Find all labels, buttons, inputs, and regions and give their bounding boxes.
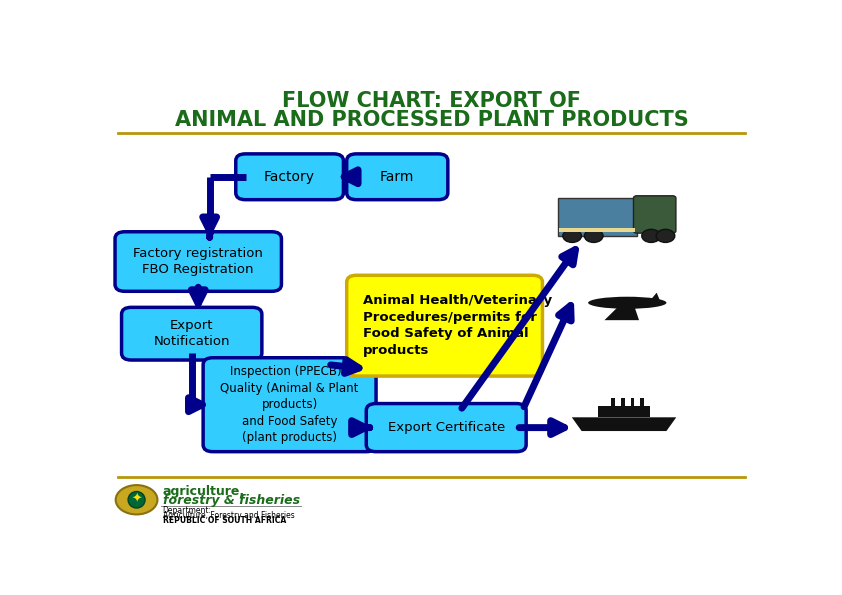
FancyBboxPatch shape bbox=[115, 231, 281, 292]
FancyBboxPatch shape bbox=[236, 154, 344, 200]
Text: Animal Health/Veterinary
Procedures/permits for
Food Safety of Animal
products: Animal Health/Veterinary Procedures/perm… bbox=[363, 295, 552, 357]
Circle shape bbox=[656, 229, 674, 242]
Polygon shape bbox=[605, 301, 639, 320]
Bar bbox=[611, 397, 615, 406]
Text: REPUBLIC OF SOUTH AFRICA: REPUBLIC OF SOUTH AFRICA bbox=[163, 516, 286, 525]
Text: Inspection (PPECB) -
Quality (Animal & Plant
products)
and Food Safety
(plant pr: Inspection (PPECB) - Quality (Animal & P… bbox=[221, 365, 359, 444]
Bar bbox=[598, 406, 650, 417]
Bar bbox=[631, 397, 635, 406]
Ellipse shape bbox=[128, 491, 145, 508]
Text: Export
Notification: Export Notification bbox=[153, 319, 230, 349]
Polygon shape bbox=[572, 417, 676, 431]
Text: Export Certificate: Export Certificate bbox=[387, 421, 505, 434]
Circle shape bbox=[642, 229, 660, 242]
FancyBboxPatch shape bbox=[366, 403, 526, 452]
FancyBboxPatch shape bbox=[557, 198, 637, 236]
Text: ANIMAL AND PROCESSED PLANT PRODUCTS: ANIMAL AND PROCESSED PLANT PRODUCTS bbox=[174, 109, 689, 130]
FancyBboxPatch shape bbox=[633, 196, 676, 233]
Text: Farm: Farm bbox=[380, 170, 414, 184]
Circle shape bbox=[584, 229, 603, 242]
Circle shape bbox=[115, 485, 157, 515]
FancyBboxPatch shape bbox=[347, 275, 542, 376]
Bar bbox=[559, 228, 636, 232]
Bar bbox=[641, 397, 644, 406]
Text: Factory registration
FBO Registration: Factory registration FBO Registration bbox=[133, 247, 264, 276]
Text: Department:: Department: bbox=[163, 506, 211, 515]
Text: ✦: ✦ bbox=[131, 492, 141, 505]
Text: agriculture,: agriculture, bbox=[163, 486, 245, 499]
Text: Factory: Factory bbox=[264, 170, 315, 184]
FancyBboxPatch shape bbox=[121, 308, 262, 360]
Text: Agriculture, Forestry and Fisheries: Agriculture, Forestry and Fisheries bbox=[163, 511, 295, 520]
Text: FLOW CHART: EXPORT OF: FLOW CHART: EXPORT OF bbox=[282, 91, 581, 111]
Polygon shape bbox=[650, 293, 660, 300]
Circle shape bbox=[562, 229, 582, 242]
FancyBboxPatch shape bbox=[203, 358, 376, 452]
Ellipse shape bbox=[589, 297, 667, 309]
Bar bbox=[621, 397, 625, 406]
FancyBboxPatch shape bbox=[347, 154, 448, 200]
Text: forestry & fisheries: forestry & fisheries bbox=[163, 494, 300, 507]
